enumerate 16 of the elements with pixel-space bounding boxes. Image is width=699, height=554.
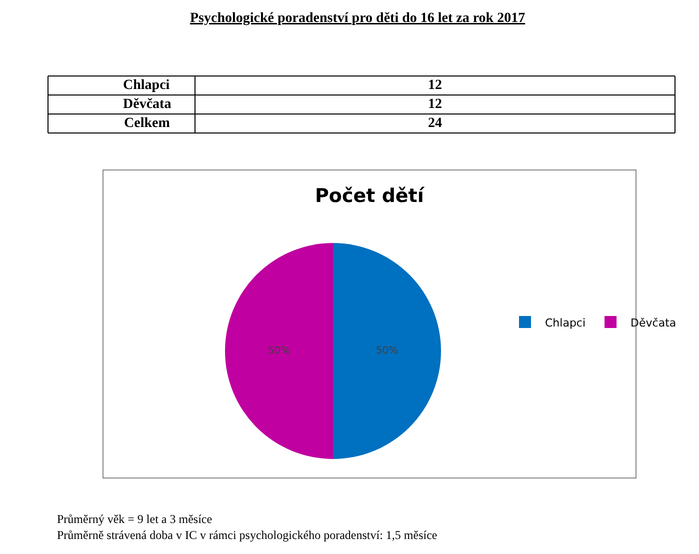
category-label: Děvčata <box>123 97 172 112</box>
text: Průměrně strávená doba v IC v rámci psychologického poradenství: 1,5 měsíce <box>57 528 438 542</box>
category-label: Celkem <box>124 116 170 131</box>
data-label: 24 <box>428 116 442 131</box>
data-label: 50% <box>268 346 290 356</box>
text: Psychologické poradenství pro děti do 16 let za rok 2017 <box>190 11 526 26</box>
pie-slice <box>333 243 441 459</box>
legend-label: Chlapci <box>545 316 586 330</box>
pie-slice <box>225 243 333 459</box>
text: Průměrný věk = 9 let a 3 měsíce <box>57 512 212 526</box>
category-label: Chlapci <box>123 78 170 93</box>
chart-title: Počet dětí <box>315 185 426 207</box>
data-label: 12 <box>428 78 442 93</box>
data-label: 12 <box>428 97 442 112</box>
data-label: 50% <box>376 346 398 356</box>
legend-label: Děvčata <box>630 316 676 330</box>
